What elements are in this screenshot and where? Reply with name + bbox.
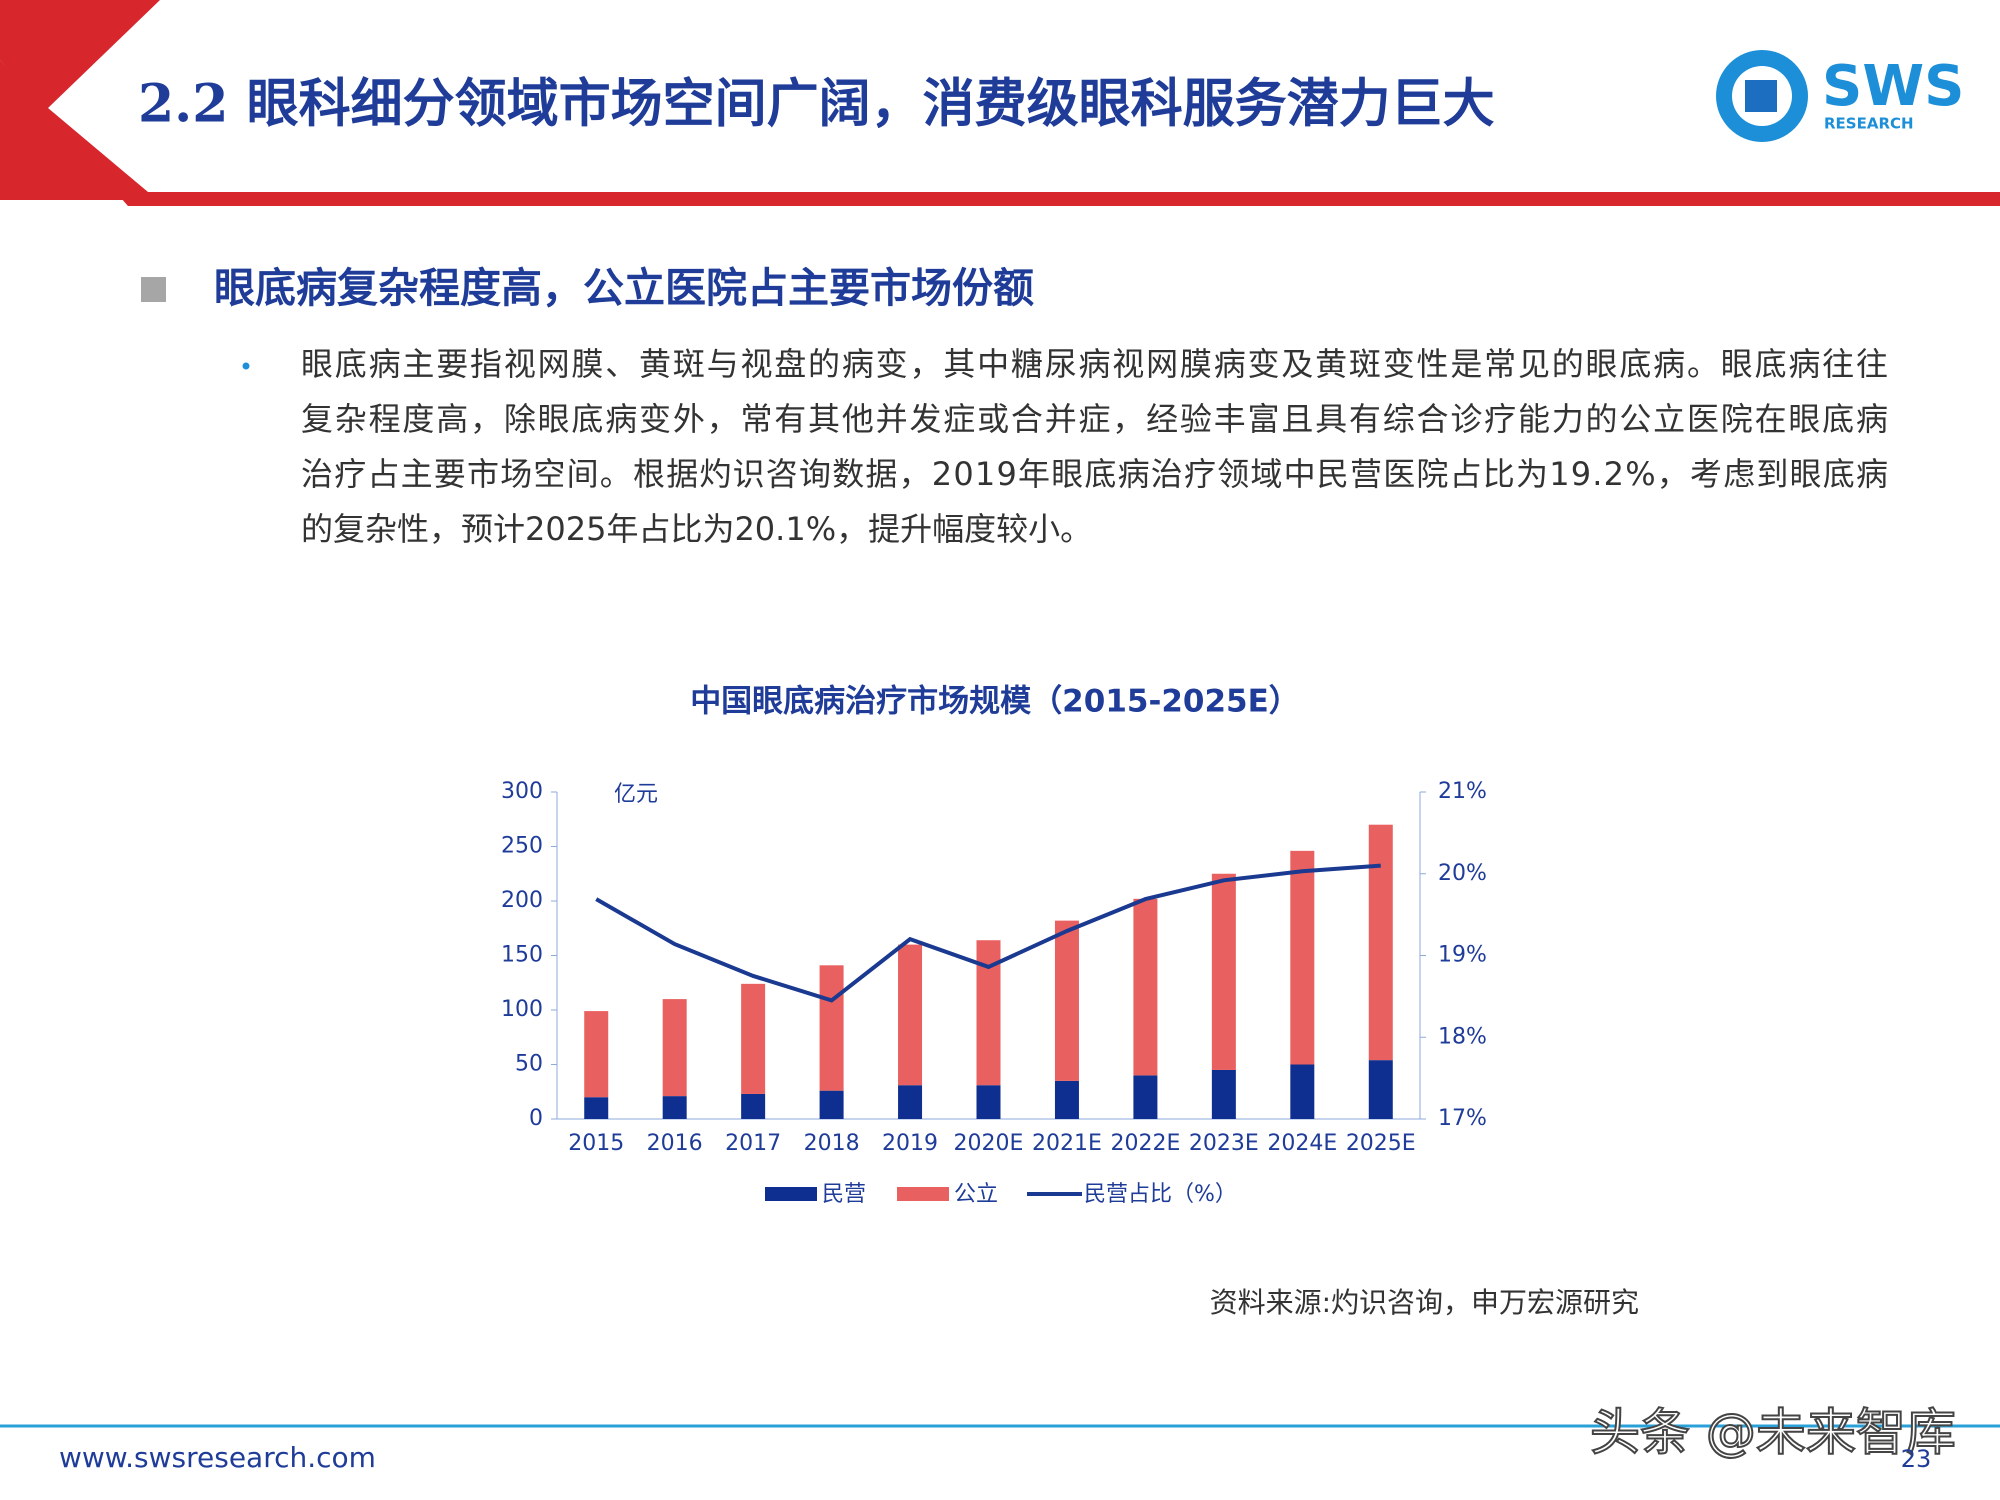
line — [595, 863, 1381, 1003]
bar — [741, 1093, 766, 1119]
x-tick-label: 2017 — [725, 1131, 781, 1156]
paragraph-line: 复杂程度高，除眼底病变外，常有其他并发症或合并症，经验丰富且具有综合诊疗能力的公… — [301, 400, 1888, 438]
y-tick-label: 150 — [501, 943, 543, 968]
bar — [898, 944, 923, 1086]
logo-text: SWS — [1822, 54, 1964, 119]
y-tick-label: 200 — [501, 888, 543, 913]
y2-tick-label: 20% — [1438, 861, 1487, 886]
paragraph-line: 眼底病主要指视网膜、黄斑与视盘的病变，其中糖尿病视网膜病变及黄斑变性是常见的眼底… — [301, 345, 1888, 383]
bar — [898, 1085, 923, 1119]
legend-label: 民营占比（%） — [1084, 1182, 1237, 1207]
bar — [1133, 1075, 1158, 1119]
x-tick-label: 2022E — [1110, 1131, 1180, 1156]
chart-title: 中国眼底病治疗市场规模（2015-2025E） — [690, 684, 1300, 720]
y2-tick-label: 18% — [1438, 1024, 1487, 1049]
paragraph-line: 的复杂性，预计2025年占比为20.1%，提升幅度较小。 — [301, 510, 1092, 548]
y-tick-label: 250 — [501, 834, 543, 859]
bar — [1054, 920, 1079, 1081]
page-title: 2.2 眼科细分领域市场空间广阔，消费级眼科服务潜力巨大 — [138, 74, 1495, 135]
legend-label: 民营 — [822, 1182, 866, 1207]
square-bullet — [141, 277, 166, 302]
paragraph: 眼底病主要指视网膜、黄斑与视盘的病变，其中糖尿病视网膜病变及黄斑变性是常见的眼底… — [301, 345, 1888, 548]
x-tick-label: 2023E — [1189, 1131, 1259, 1156]
y-tick-label: 0 — [529, 1106, 543, 1131]
bar — [662, 1096, 687, 1119]
bar — [1368, 1060, 1393, 1119]
watermark: 头条 @未来智库 — [1590, 1404, 1956, 1462]
source: 资料来源:灼识咨询，申万宏源研究 — [1210, 1286, 1639, 1319]
bar — [1054, 1080, 1079, 1119]
bar — [1211, 873, 1236, 1070]
chart: 0 50 100 150 200 250 300 17% 18% 19% 20% 21% 2015 201… — [501, 779, 1487, 1207]
legend-label: 公立 — [954, 1182, 998, 1207]
y2-tick-label: 21% — [1438, 779, 1487, 804]
bar — [1290, 850, 1315, 1065]
x-tick-label: 2019 — [882, 1131, 938, 1156]
bar — [1211, 1069, 1236, 1119]
legend-swatch — [765, 1187, 817, 1201]
y-tick-label: 100 — [501, 997, 543, 1022]
bar — [584, 1097, 609, 1119]
bar — [1290, 1064, 1315, 1119]
section-heading: 眼底病复杂程度高，公立医院占主要市场份额 — [214, 264, 1034, 312]
logo-square — [1745, 80, 1777, 112]
bar — [819, 965, 844, 1091]
x-tick-label: 2025E — [1346, 1131, 1416, 1156]
page-number: 23 — [1901, 1445, 1932, 1473]
x-tick-label: 2018 — [804, 1131, 860, 1156]
y2-tick-label: 17% — [1438, 1106, 1487, 1131]
logo: SWS RESEARCH — [1716, 50, 1964, 142]
bar — [1133, 898, 1158, 1076]
x-tick-label: 2021E — [1032, 1131, 1102, 1156]
x-tick-label: 2016 — [647, 1131, 703, 1156]
header-corner — [0, 60, 128, 200]
x-tick-label: 2020E — [954, 1131, 1024, 1156]
bar — [741, 983, 766, 1094]
bar — [976, 1085, 1001, 1119]
bar — [662, 999, 687, 1097]
bar — [584, 1011, 609, 1098]
bullet — [242, 362, 250, 370]
logo-sub: RESEARCH — [1824, 115, 1914, 133]
legend-swatch — [897, 1187, 949, 1201]
y2-tick-label: 19% — [1438, 943, 1487, 968]
x-tick-label: 2015 — [568, 1131, 624, 1156]
y-tick-label: 50 — [515, 1052, 543, 1077]
y-tick-label: 300 — [501, 779, 543, 804]
footer-url: www.swsresearch.com — [59, 1441, 376, 1474]
x-tick-label: 2024E — [1267, 1131, 1337, 1156]
bar — [819, 1090, 844, 1119]
bar — [1368, 824, 1393, 1061]
paragraph-line: 治疗占主要市场空间。根据灼识咨询数据，2019年眼底病治疗领域中民营医院占比为1… — [301, 455, 1888, 493]
y-unit: 亿元 — [614, 782, 658, 807]
